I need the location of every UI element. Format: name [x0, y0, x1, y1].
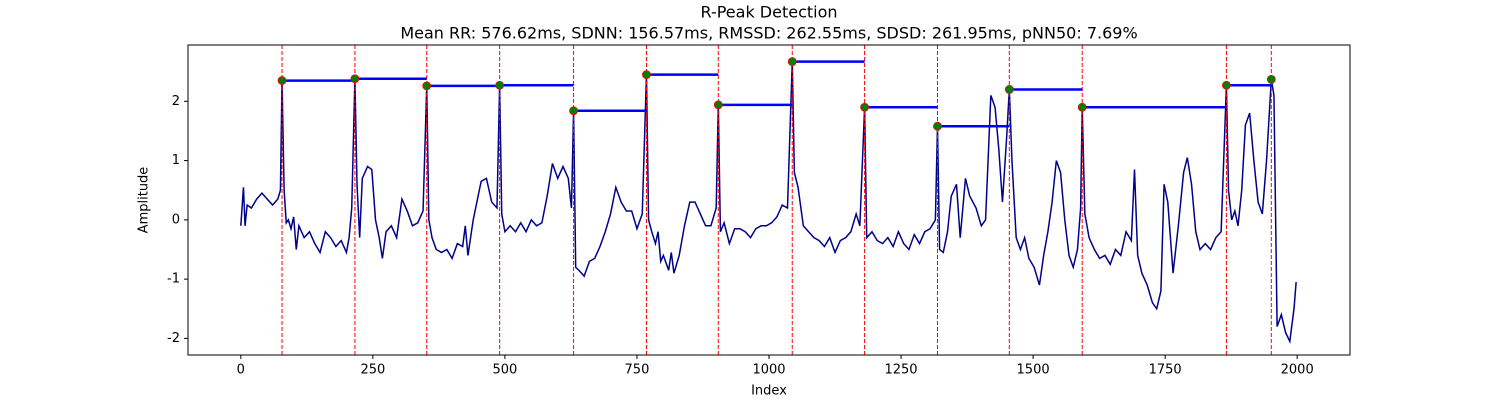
x-tick-label: 1500	[1017, 363, 1050, 378]
peak-marker	[933, 121, 942, 131]
plot-frame	[187, 44, 1351, 356]
peak-marker	[495, 80, 505, 90]
x-tick-label: 750	[625, 363, 650, 378]
peak-marker	[1222, 80, 1231, 90]
x-tick-label: 250	[360, 363, 385, 378]
y-axis-label: Amplitude	[137, 167, 152, 234]
y-tick-label: 2	[172, 94, 180, 109]
y-tick-label: -2	[167, 331, 180, 346]
peak-marker	[1266, 74, 1276, 84]
x-tick-label: 0	[237, 363, 245, 378]
y-tick-label: 1	[172, 153, 180, 168]
peak-marker	[642, 70, 651, 80]
peak-marker	[787, 57, 797, 66]
peak-marker	[713, 100, 723, 110]
peak-marker	[569, 106, 578, 116]
peak-marker	[277, 76, 287, 85]
peak-marker	[1077, 102, 1087, 112]
chart-subtitle: Mean RR: 576.62ms, SDNN: 156.57ms, RMSSD…	[400, 24, 1137, 43]
x-axis-label: Index	[751, 384, 787, 399]
peak-marker	[1004, 85, 1014, 94]
x-tick-label: 2000	[1281, 363, 1314, 378]
x-tick-label: 500	[492, 363, 517, 378]
signal-line	[240, 61, 1297, 344]
peak-marker	[350, 74, 360, 84]
x-tick-label: 1000	[752, 363, 785, 378]
peak-marker	[422, 81, 432, 91]
x-tick-label: 1250	[884, 363, 917, 378]
chart-title: R-Peak Detection	[700, 3, 837, 22]
y-tick-label: -1	[167, 272, 180, 287]
peak-marker	[860, 102, 870, 112]
y-tick-label: 0	[172, 212, 180, 227]
x-tick-label: 1750	[1149, 363, 1182, 378]
